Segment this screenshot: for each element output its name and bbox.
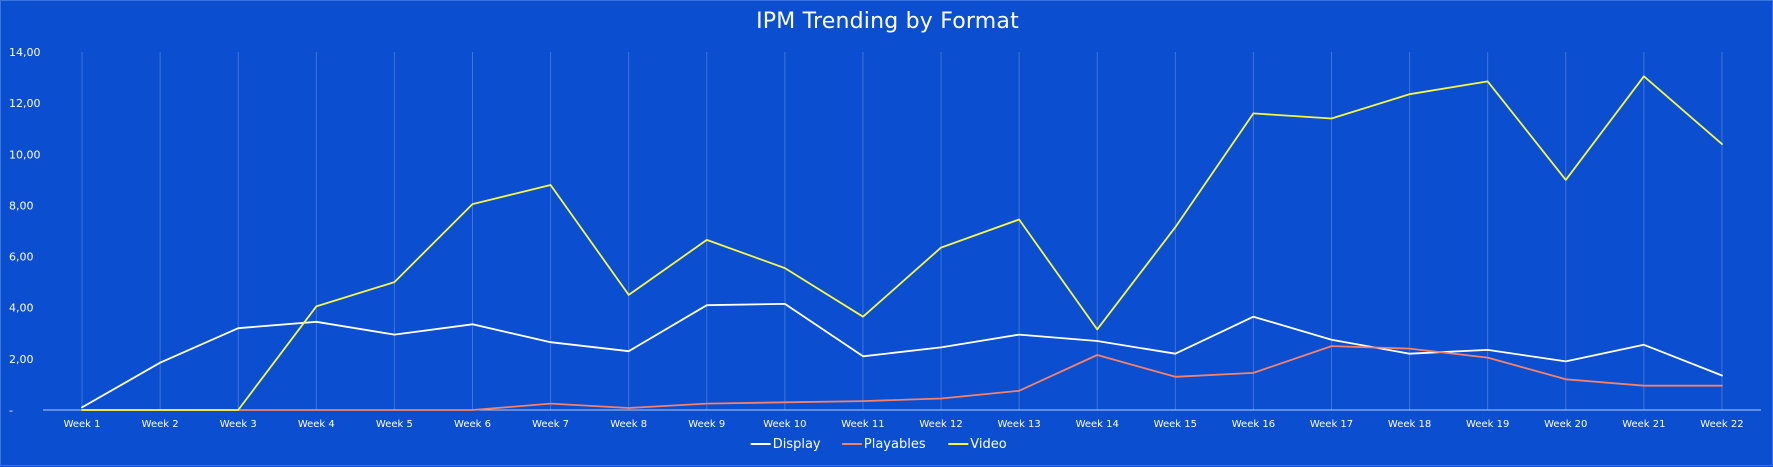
- x-tick-label: Week 18: [1388, 419, 1431, 430]
- x-tick-label: Week 5: [376, 419, 413, 430]
- x-tick-label: Week 1: [64, 419, 101, 430]
- series-line-video: [81, 75, 1723, 411]
- x-tick-label: Week 6: [454, 419, 491, 430]
- y-tick-label: 4,00: [9, 302, 34, 315]
- x-tick-label: Week 13: [997, 419, 1040, 430]
- series-line-playables: [81, 345, 1723, 411]
- y-tick-label: -: [9, 404, 13, 417]
- x-tick-label: Week 12: [919, 419, 962, 430]
- y-tick-label: 2,00: [9, 353, 34, 366]
- legend-label-playables: Playables: [864, 437, 926, 452]
- y-tick-label: 10,00: [9, 148, 41, 161]
- x-tick-label: Week 17: [1310, 419, 1353, 430]
- x-tick-label: Week 9: [688, 419, 725, 430]
- x-tick-label: Week 8: [610, 419, 647, 430]
- x-tick-label: Week 11: [841, 419, 884, 430]
- y-tick-label: 14,00: [9, 46, 41, 59]
- x-tick-label: Week 22: [1700, 419, 1743, 430]
- chart-title: IPM Trending by Format: [756, 9, 1019, 34]
- x-tick-label: Week 7: [532, 419, 569, 430]
- series-line-display: [81, 302, 1723, 409]
- legend-label-display: Display: [773, 437, 821, 452]
- x-tick-label: Week 2: [142, 419, 179, 430]
- y-tick-label: 6,00: [9, 251, 34, 264]
- x-tick-label: Week 16: [1232, 419, 1275, 430]
- x-tick-label: Week 20: [1544, 419, 1587, 430]
- y-tick-label: 12,00: [9, 97, 41, 110]
- x-tick-label: Week 3: [220, 419, 257, 430]
- x-tick-label: Week 21: [1622, 419, 1665, 430]
- x-tick-label: Week 15: [1154, 419, 1197, 430]
- x-tick-label: Week 4: [298, 419, 335, 430]
- x-tick-label: Week 14: [1076, 419, 1119, 430]
- legend-label-video: Video: [970, 437, 1006, 452]
- x-tick-label: Week 19: [1466, 419, 1509, 430]
- x-tick-label: Week 10: [763, 419, 806, 430]
- y-tick-label: 8,00: [9, 199, 34, 212]
